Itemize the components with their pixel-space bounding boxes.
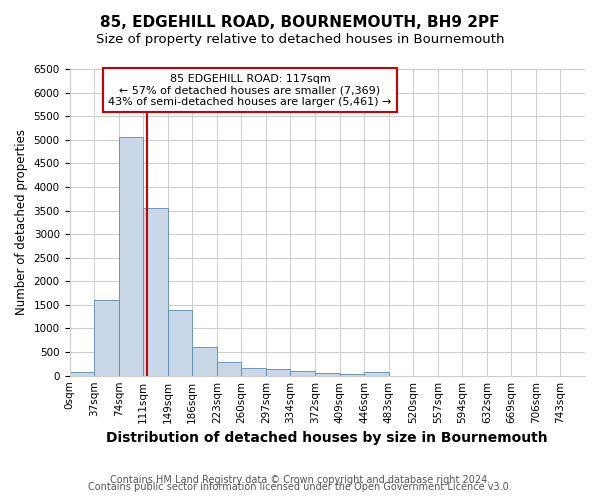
Bar	[266, 369, 290, 376]
Bar	[94, 300, 119, 376]
Bar	[217, 362, 241, 376]
Bar	[315, 374, 340, 376]
Bar	[241, 368, 266, 376]
Bar	[70, 372, 94, 376]
Text: 85 EDGEHILL ROAD: 117sqm
← 57% of detached houses are smaller (7,369)
43% of sem: 85 EDGEHILL ROAD: 117sqm ← 57% of detach…	[108, 74, 392, 107]
Bar	[168, 310, 192, 376]
Text: Contains public sector information licensed under the Open Government Licence v3: Contains public sector information licen…	[88, 482, 512, 492]
Text: Contains HM Land Registry data © Crown copyright and database right 2024.: Contains HM Land Registry data © Crown c…	[110, 475, 490, 485]
Y-axis label: Number of detached properties: Number of detached properties	[15, 130, 28, 316]
Text: Size of property relative to detached houses in Bournemouth: Size of property relative to detached ho…	[96, 32, 504, 46]
Bar	[364, 372, 389, 376]
Bar	[192, 348, 217, 376]
Bar	[143, 208, 168, 376]
X-axis label: Distribution of detached houses by size in Bournemouth: Distribution of detached houses by size …	[106, 431, 548, 445]
Bar	[340, 374, 364, 376]
Bar	[119, 138, 143, 376]
Text: 85, EDGEHILL ROAD, BOURNEMOUTH, BH9 2PF: 85, EDGEHILL ROAD, BOURNEMOUTH, BH9 2PF	[100, 15, 500, 30]
Bar	[290, 371, 315, 376]
